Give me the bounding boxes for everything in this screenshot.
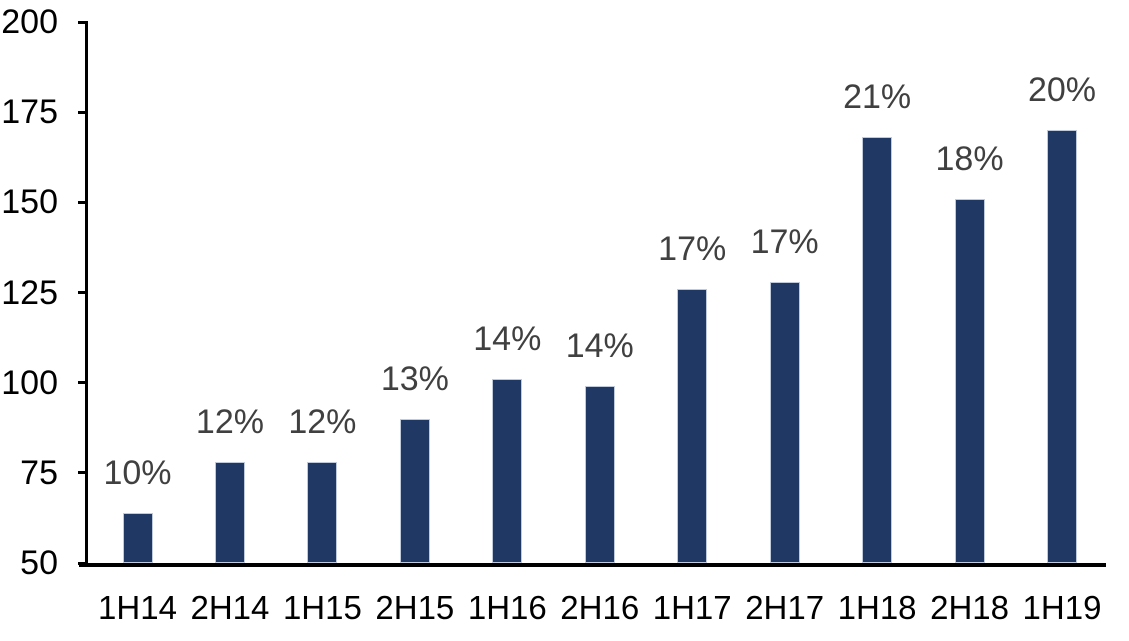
bar (584, 386, 615, 563)
bar (862, 137, 893, 563)
x-axis-category-label: 1H14 (98, 589, 177, 626)
x-axis-category-label: 2H15 (375, 589, 455, 626)
bar (122, 512, 153, 563)
bar (214, 462, 245, 563)
y-axis-tick (78, 561, 88, 565)
y-axis-tick (78, 20, 88, 24)
y-axis-tick-label: 125 (1, 273, 58, 312)
bar (677, 288, 708, 563)
bar-value-label: 21% (843, 78, 912, 117)
bar (399, 418, 430, 563)
y-axis-tick-label: 150 (1, 183, 58, 222)
y-axis-tick-label: 200 (1, 3, 58, 41)
y-axis-line (85, 21, 88, 567)
x-axis-category-label: 1H16 (467, 589, 547, 626)
bar-value-label: 10% (103, 453, 172, 492)
y-axis-tick (78, 381, 88, 385)
bar (1047, 130, 1077, 563)
x-axis-category-label: 2H17 (745, 589, 825, 626)
y-axis-tick-label: 75 (20, 453, 58, 492)
bar-value-label: 18% (935, 139, 1004, 178)
bar-value-label: 17% (750, 222, 819, 261)
x-axis-category-label: 2H18 (930, 589, 1009, 626)
x-axis-line (79, 563, 1106, 567)
bar (769, 281, 800, 563)
bar-value-label: 12% (195, 403, 264, 441)
bar-value-label: 14% (473, 320, 542, 359)
y-axis-tick (78, 200, 88, 204)
y-axis-tick-label: 50 (20, 544, 58, 582)
y-axis-tick-label: 100 (1, 363, 58, 402)
x-axis-category-label: 2H16 (560, 589, 640, 626)
bar-value-label: 14% (565, 327, 634, 366)
bar (492, 379, 523, 563)
bar (307, 462, 338, 563)
x-axis-category-label: 1H15 (282, 589, 362, 626)
x-axis-category-label: 1H17 (652, 589, 732, 626)
y-axis-tick-label: 175 (1, 93, 58, 132)
y-axis-tick (78, 291, 88, 294)
x-axis-category-label: 2H14 (190, 589, 270, 626)
x-axis-category-label: 1H19 (1022, 589, 1102, 626)
x-axis-category-label: 1H18 (837, 589, 917, 626)
y-axis-tick (78, 110, 88, 114)
bar (954, 198, 985, 563)
bar-value-label: 17% (658, 229, 727, 268)
bar-value-label: 20% (1027, 71, 1097, 110)
y-axis-tick (78, 471, 88, 475)
bar-value-label: 12% (288, 403, 357, 441)
bar-value-label: 13% (380, 359, 449, 398)
